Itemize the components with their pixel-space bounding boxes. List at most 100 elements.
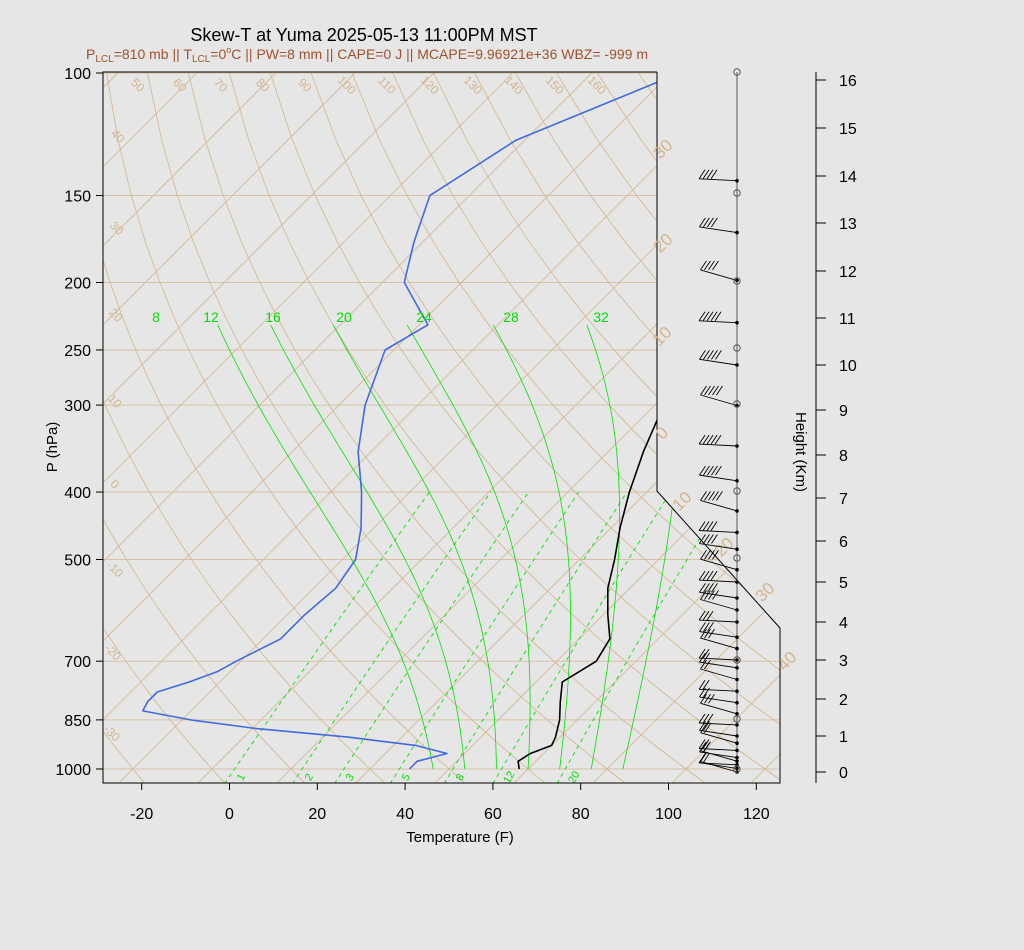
- wind-barb: [699, 721, 739, 738]
- wind-barb-dot: [735, 646, 739, 651]
- isotherm-60: [829, 41, 1024, 784]
- wind-barb-staff: [700, 732, 738, 744]
- wind-barb: [699, 583, 739, 600]
- wind-barb-flag: [698, 753, 706, 764]
- isotherm--90: [103, 72, 387, 783]
- wind-barb-dot: [735, 677, 739, 682]
- wind-barb-flag: [703, 583, 710, 593]
- wind-barb-dot: [735, 666, 739, 670]
- temperature-line: [517, 72, 780, 770]
- wind-barb-dot: [735, 230, 739, 235]
- pressure-level-marker: [733, 765, 741, 773]
- isotherm-20: [512, 72, 780, 783]
- wind-barb-flag: [707, 465, 714, 476]
- isotherm--110: [103, 72, 229, 783]
- wind-barb-flag: [698, 713, 706, 724]
- wind-barb-flag: [702, 680, 710, 690]
- wind-barb-staff: [699, 688, 738, 692]
- wind-barb-flag: [700, 385, 707, 396]
- wind-barb-staff: [699, 178, 738, 182]
- mixing-ratio-label: 12: [501, 769, 518, 786]
- mixing-ratio-lines: [217, 324, 729, 783]
- isotherm-label: 40: [108, 126, 128, 146]
- wind-barb-flag: [698, 610, 706, 621]
- wind-barb-flag: [698, 648, 706, 659]
- dry-adiabat-70: [310, 72, 780, 783]
- mixing-ratio-label: 20: [336, 309, 352, 325]
- isotherm-label: 0: [108, 477, 123, 492]
- wind-barb-dot: [735, 700, 739, 705]
- wind-barb-staff: [700, 558, 738, 571]
- wind-barb-flag: [715, 350, 722, 360]
- isotherm-label: -30: [101, 722, 123, 744]
- dry-adiabat-60: [269, 72, 780, 783]
- y-tick-label: 1000: [55, 762, 91, 779]
- wind-barb-dot: [735, 509, 739, 513]
- wind-barb-dot: [735, 620, 739, 624]
- mixing-ratio-label: 12: [203, 309, 219, 325]
- wind-barb-flag: [703, 350, 710, 360]
- wind-barb-flag: [707, 217, 714, 228]
- isotherm-label: 20: [106, 305, 126, 325]
- wind-barb-flag: [710, 570, 718, 581]
- wind-barb: [698, 570, 739, 584]
- wind-barb-flag: [699, 350, 706, 360]
- mixing-ratio-label: 5: [400, 772, 413, 783]
- wind-barb-staff: [699, 696, 738, 704]
- wind-barb-staff: [700, 668, 738, 680]
- mixing-ratio-label: 8: [152, 309, 160, 325]
- wind-barb-flag: [711, 217, 718, 228]
- wind-barb-flag: [700, 491, 707, 501]
- dry-adiabat-90: [392, 72, 780, 783]
- wind-barb-staff: [699, 762, 738, 766]
- wind-barb-flag: [703, 465, 710, 476]
- wind-barb-dot: [735, 635, 739, 639]
- wind-barb-staff: [700, 499, 738, 512]
- wind-barb-flag: [714, 434, 722, 445]
- x-tick-label: 100: [655, 806, 682, 823]
- wind-barb-dot: [735, 278, 739, 283]
- mixing-ratio-label: 24: [416, 309, 432, 325]
- pressure-level-marker: [733, 189, 741, 197]
- wind-barb-dot: [735, 766, 739, 771]
- wind-barb-flag: [702, 753, 710, 764]
- pressure-level-marker: [733, 715, 741, 723]
- isotherm-label: 130: [461, 73, 485, 97]
- wind-barb-flag: [703, 652, 710, 663]
- y-tick-label: 300: [64, 398, 91, 415]
- height-tick-label: 7: [839, 491, 848, 508]
- wind-barb-staff: [699, 729, 738, 737]
- height-tick-label: 9: [839, 403, 848, 420]
- edge-isotherm-label: 20: [650, 230, 677, 257]
- pressure-level-marker: [733, 487, 741, 495]
- wind-barb-flag: [708, 260, 715, 271]
- y-tick-label: 100: [64, 66, 91, 83]
- wind-barb: [699, 465, 739, 483]
- wind-barb-staff: [699, 657, 738, 661]
- dewpoint-line: [142, 72, 681, 770]
- wind-barb-dot: [735, 608, 739, 612]
- wind-barb-flag: [704, 385, 711, 396]
- wind-barb-flag: [706, 521, 714, 531]
- isotherm-label: 10: [105, 391, 125, 411]
- wind-barb-flag: [698, 739, 706, 749]
- profiles: [142, 72, 780, 770]
- wind-barb: [698, 434, 739, 448]
- wind-barb-staff: [699, 722, 738, 726]
- isotherm--70: [103, 72, 545, 783]
- wind-barb-flag: [698, 434, 706, 445]
- wind-barb-flag: [700, 549, 707, 560]
- height-tick-label: 5: [839, 575, 848, 592]
- wind-barb-dot: [735, 479, 739, 483]
- x-tick-label: 20: [308, 806, 326, 823]
- wind-barb-flag: [702, 713, 710, 724]
- y-tick-label: 400: [64, 485, 91, 502]
- height-tick-label: 13: [839, 216, 857, 233]
- moist-adiabat-16: [332, 324, 497, 769]
- x-tick-label: -20: [130, 806, 153, 823]
- wind-barb-flag: [700, 694, 707, 704]
- dry-adiabat-130: [556, 72, 780, 783]
- wind-barb-flag: [702, 169, 710, 180]
